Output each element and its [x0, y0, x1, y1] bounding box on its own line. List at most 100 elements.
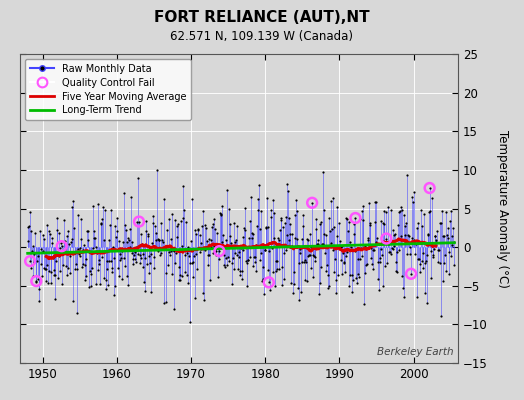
- Point: [51, 296, 59, 302]
- Point: [173, 222, 181, 229]
- Point: [382, 235, 390, 242]
- Point: [323, 285, 332, 292]
- Point: [336, 244, 345, 250]
- Point: [429, 251, 438, 258]
- Point: [243, 259, 251, 266]
- Point: [83, 227, 92, 234]
- Point: [93, 201, 102, 207]
- Point: [294, 285, 302, 291]
- Point: [25, 209, 34, 216]
- Point: [216, 210, 224, 216]
- Point: [401, 223, 409, 229]
- Point: [26, 258, 35, 264]
- Point: [389, 232, 398, 238]
- Point: [322, 268, 330, 274]
- Point: [176, 277, 184, 283]
- Point: [274, 235, 282, 241]
- Point: [364, 237, 372, 243]
- Point: [134, 174, 143, 181]
- Point: [113, 214, 122, 221]
- Point: [114, 273, 123, 279]
- Point: [279, 250, 288, 257]
- Point: [187, 237, 195, 244]
- Point: [344, 219, 353, 225]
- Point: [257, 250, 265, 256]
- Point: [205, 252, 214, 258]
- Point: [89, 245, 97, 251]
- Point: [302, 236, 311, 242]
- Point: [52, 258, 60, 264]
- Point: [90, 235, 98, 241]
- Point: [362, 261, 370, 268]
- Point: [339, 250, 347, 256]
- Point: [345, 283, 353, 289]
- Point: [329, 195, 337, 201]
- Point: [72, 261, 80, 268]
- Point: [370, 246, 378, 253]
- Point: [344, 228, 352, 234]
- Point: [348, 289, 356, 296]
- Point: [298, 236, 306, 242]
- Point: [350, 231, 358, 237]
- Point: [293, 208, 301, 214]
- Point: [387, 251, 395, 257]
- Point: [206, 237, 215, 243]
- Point: [407, 270, 415, 277]
- Point: [441, 252, 449, 258]
- Point: [420, 211, 428, 217]
- Point: [346, 272, 355, 278]
- Point: [377, 218, 385, 224]
- Point: [209, 221, 217, 228]
- Point: [373, 235, 381, 242]
- Text: FORT RELIANCE (AUT),NT: FORT RELIANCE (AUT),NT: [154, 10, 370, 25]
- Point: [202, 245, 211, 251]
- Point: [35, 298, 43, 304]
- Point: [217, 211, 225, 218]
- Point: [318, 241, 326, 248]
- Point: [231, 238, 239, 245]
- Point: [368, 246, 377, 253]
- Point: [177, 217, 185, 224]
- Point: [86, 268, 94, 274]
- Point: [382, 235, 390, 242]
- Point: [326, 228, 334, 234]
- Point: [97, 221, 105, 228]
- Point: [128, 250, 136, 256]
- Point: [425, 185, 434, 191]
- Point: [351, 215, 359, 221]
- Point: [290, 281, 298, 287]
- Point: [347, 272, 356, 278]
- Point: [37, 246, 46, 252]
- Point: [196, 246, 205, 252]
- Point: [275, 266, 283, 272]
- Point: [233, 223, 241, 230]
- Point: [227, 240, 235, 246]
- Point: [96, 220, 105, 226]
- Point: [158, 246, 167, 252]
- Point: [188, 196, 196, 202]
- Point: [238, 247, 247, 253]
- Point: [357, 208, 366, 214]
- Point: [379, 282, 387, 289]
- Point: [426, 208, 434, 214]
- Point: [395, 247, 403, 253]
- Point: [178, 242, 186, 249]
- Point: [399, 284, 407, 291]
- Point: [296, 246, 304, 253]
- Point: [418, 258, 427, 264]
- Point: [313, 241, 322, 247]
- Point: [152, 167, 161, 174]
- Point: [327, 198, 335, 205]
- Point: [132, 259, 140, 266]
- Point: [325, 215, 334, 222]
- Point: [81, 262, 90, 268]
- Point: [169, 306, 178, 312]
- Point: [137, 230, 145, 237]
- Point: [71, 266, 80, 272]
- Point: [212, 248, 220, 254]
- Point: [262, 224, 270, 230]
- Point: [365, 200, 373, 206]
- Point: [25, 223, 33, 230]
- Point: [36, 228, 44, 234]
- Point: [56, 268, 64, 274]
